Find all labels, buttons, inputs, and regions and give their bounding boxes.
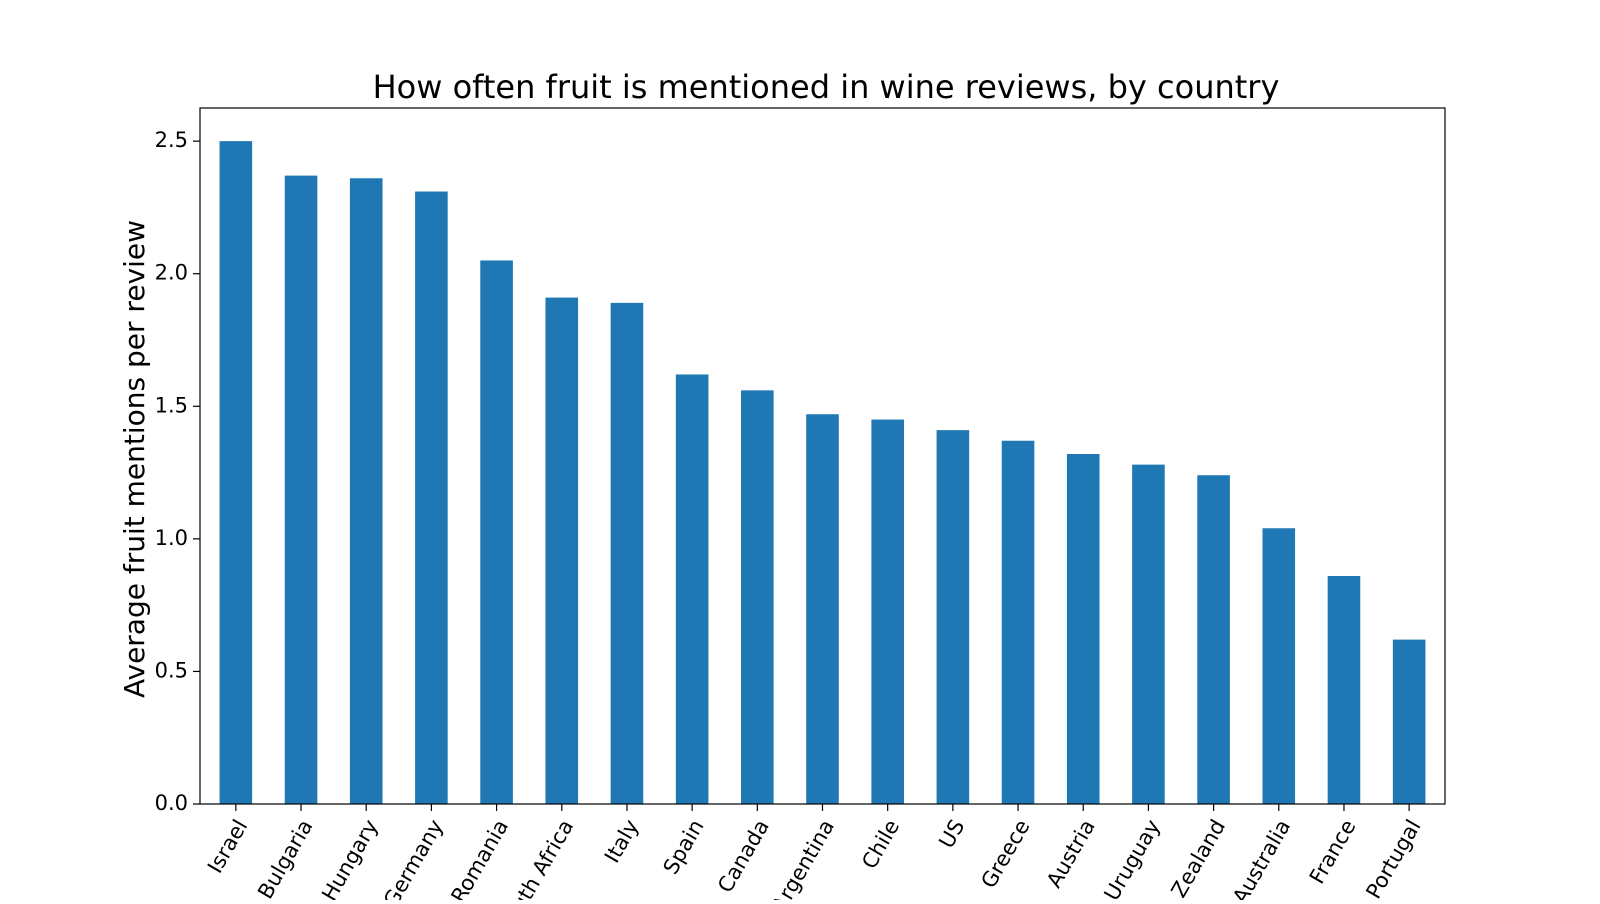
y-tick-label: 1.5 [155, 393, 188, 417]
x-tick-label: Portugal [1361, 816, 1425, 901]
bar-uruguay [1132, 464, 1165, 804]
bar-canada [741, 390, 774, 804]
x-tick-label: Chile [857, 816, 904, 874]
bar-germany [415, 191, 448, 804]
chart-title: How often fruit is mentioned in wine rev… [373, 68, 1280, 106]
y-axis-ticks: 0.0 0.5 1.0 1.5 2.0 2.5 [155, 128, 200, 815]
x-tick-label: Austria [1042, 816, 1100, 892]
bar-portugal [1392, 639, 1426, 804]
y-tick-label: 2.0 [155, 261, 188, 285]
bar-austria [1066, 454, 1100, 804]
x-tick-label: Israel [203, 816, 252, 878]
bar-italy [610, 302, 644, 804]
x-tick-label: Canada [713, 816, 774, 897]
x-tick-label: Spain [659, 816, 709, 879]
x-tick-label: Australia [1228, 816, 1295, 901]
bar-france [1327, 575, 1361, 804]
bar-south-africa [545, 297, 579, 804]
bar-bulgaria [284, 175, 318, 805]
bar-new-zealand [1197, 475, 1230, 804]
bar-chile [871, 419, 904, 804]
x-tick-label: Bulgaria [253, 816, 317, 901]
bar-greece [1001, 440, 1035, 804]
plot-frame [199, 107, 1446, 805]
y-tick-label: 0.5 [155, 658, 188, 682]
y-tick-label: 2.5 [155, 128, 188, 152]
x-tick-label: Germany [379, 816, 448, 901]
x-tick-label: France [1305, 816, 1361, 888]
x-tick-label: Hungary [317, 816, 383, 901]
bar-us [936, 430, 970, 804]
y-axis-label: Average fruit mentions per review [118, 220, 151, 698]
y-tick-label: 1.0 [155, 526, 188, 550]
bars [219, 141, 1426, 805]
bar-hungary [349, 178, 383, 804]
bar-argentina [806, 414, 839, 804]
x-tick-label: Greece [976, 816, 1034, 893]
bar-spain [675, 374, 709, 804]
x-tick-label: Italy [600, 816, 644, 867]
x-tick-label: Argentina [767, 816, 839, 901]
bar-romania [480, 260, 513, 805]
y-tick-label: 0.0 [155, 791, 188, 815]
x-tick-label: US [934, 816, 969, 853]
bar-israel [219, 141, 253, 804]
x-tick-label: Uruguay [1100, 816, 1165, 901]
x-tick-label: Romania [446, 816, 513, 901]
x-axis-ticks: Israel Bulgaria HungaryGermanyRomaniaSouth… [203, 804, 1426, 900]
bar-australia [1262, 528, 1296, 804]
